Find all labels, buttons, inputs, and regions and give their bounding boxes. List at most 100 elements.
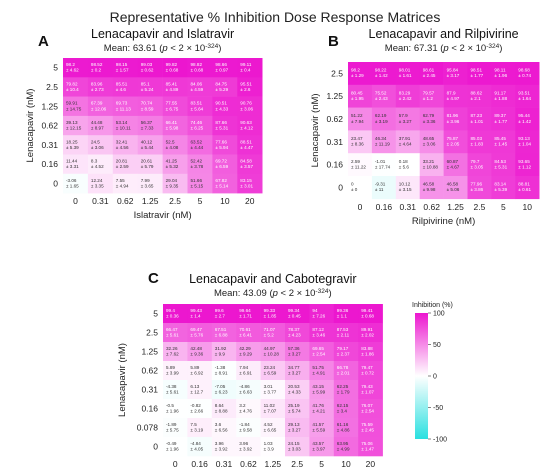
y-tick-label: 2.5 xyxy=(46,82,58,92)
cell-sd-label: ± 4.12 xyxy=(240,126,253,131)
cell-mean-label: 18.25 xyxy=(66,139,78,144)
cell-sd-label: ± 4.59 xyxy=(191,87,204,92)
heatmap-cell xyxy=(260,418,286,438)
cell-sd-label: ± 1.65 xyxy=(66,184,79,189)
cell-mean-label: 69.47 xyxy=(190,327,202,332)
cell-mean-label: 2.59 xyxy=(351,159,360,164)
cell-mean-label: 44.48 xyxy=(91,120,103,125)
cell-sd-label: ± 4.23 xyxy=(288,333,301,338)
heatmap-cell xyxy=(443,153,468,177)
cell-sd-label: ± 6.23 xyxy=(215,390,228,395)
x-tick-label: 10 xyxy=(523,202,533,212)
cell-mean-label: 61.16 xyxy=(337,422,349,427)
heatmap-cell xyxy=(212,173,238,194)
cell-sd-label: ± 17.74 xyxy=(375,164,391,169)
cell-sd-label: ± 3.15 xyxy=(399,187,412,192)
heatmap-cell xyxy=(333,304,359,324)
cell-mean-label: 95.44 xyxy=(518,113,530,118)
heatmap-cell xyxy=(212,154,238,175)
panel-title: Lenacapavir and Rilpivirine xyxy=(369,27,519,41)
heatmap-cell xyxy=(137,173,163,194)
y-tick-label: 0.16 xyxy=(326,160,343,170)
heatmap-cell xyxy=(309,380,335,400)
cell-sd-label: ± 1.01 xyxy=(471,119,484,124)
y-tick-label: 0.16 xyxy=(141,404,158,414)
cell-mean-label: 88.62 xyxy=(471,90,483,95)
cell-mean-label: -1.84 xyxy=(239,422,250,427)
cell-mean-label: 42.29 xyxy=(239,346,251,351)
cell-mean-label: 87.66 xyxy=(215,120,227,125)
heatmap-cell xyxy=(236,342,261,362)
cell-sd-label: ± 3.65 xyxy=(141,184,154,189)
cell-sd-label: ± 1.42 xyxy=(518,119,531,124)
cell-sd-label: ± 4.33 xyxy=(288,390,301,395)
cell-sd-label: ± 5.61 xyxy=(166,390,179,395)
cell-sd-label: ± 3.17 xyxy=(447,73,460,78)
cell-mean-label: 99.03 xyxy=(141,62,153,67)
x-tick-label: 2.5 xyxy=(169,196,181,206)
heatmap-cell xyxy=(419,107,444,131)
cell-sd-label: ± 9.35 xyxy=(166,184,179,189)
cell-mean-label: 37.91 xyxy=(399,136,411,141)
cell-sd-label: ± 5.31 xyxy=(215,126,228,131)
cell-sd-label: ± 1.4 xyxy=(190,314,201,319)
heatmap-cell xyxy=(236,399,261,419)
cell-sd-label: ± 1.42 xyxy=(375,73,388,78)
subtitle-close: ) xyxy=(328,288,331,299)
subtitle-p: p xyxy=(272,288,278,299)
heatmap-cell xyxy=(348,176,373,200)
heatmap-cell xyxy=(285,418,310,438)
x-tick-label: 2.5 xyxy=(291,459,303,469)
cell-sd-label: ± 10.28 xyxy=(264,352,280,357)
cell-sd-label: ± 5.32 xyxy=(166,164,179,169)
heatmap-cell xyxy=(358,418,383,438)
heatmap-cell xyxy=(309,399,335,419)
cell-sd-label: ± 6.75 xyxy=(166,106,179,111)
heatmap-cell xyxy=(212,58,238,78)
cell-sd-label: ± 3.97 xyxy=(312,447,325,452)
cell-mean-label: 75.59 xyxy=(361,422,373,427)
heatmap-cell xyxy=(348,84,373,108)
cell-sd-label: ± 12.06 xyxy=(91,106,107,111)
cell-sd-label: ± 4.99 xyxy=(337,447,350,452)
cell-mean-label: 98.51 xyxy=(471,68,483,73)
cell-mean-label: 91.17 xyxy=(494,90,506,95)
heatmap-cell xyxy=(162,96,188,117)
heatmap-cell xyxy=(237,58,263,78)
cell-mean-label: 93.51 xyxy=(518,90,530,95)
heatmap-cell xyxy=(162,173,188,194)
cell-mean-label: 84.06 xyxy=(191,81,203,86)
heatmap-cell xyxy=(285,380,310,400)
cell-sd-label: ± 1.83 xyxy=(471,142,484,147)
heatmap-cell xyxy=(211,380,237,400)
x-tick-label: 0.31 xyxy=(216,459,233,469)
cell-sd-label: ± 2.05 xyxy=(447,142,460,147)
heatmap-cell xyxy=(309,323,335,343)
heatmap-cell xyxy=(348,130,373,154)
heatmap-cell xyxy=(395,84,420,108)
x-tick-label: 1.25 xyxy=(447,202,464,212)
heatmap-cell xyxy=(467,153,492,177)
heatmap-cell xyxy=(87,173,114,194)
cell-sd-label: ± 1.64 xyxy=(518,96,531,101)
heatmap-cell xyxy=(515,62,540,86)
cell-sd-label: ± 8.91 xyxy=(215,371,228,376)
cell-sd-label: ± 1.47 xyxy=(361,447,374,452)
cell-mean-label: 60.87 xyxy=(447,159,459,164)
cell-sd-label: ± 3.27 xyxy=(288,371,301,376)
cell-mean-label: 71.07 xyxy=(264,327,276,332)
cell-sd-label: ± 4.62 xyxy=(66,68,79,73)
cell-sd-label: ± 3.78 xyxy=(191,164,204,169)
heatmap-cell xyxy=(63,58,89,78)
cell-sd-label: ± 3.06 xyxy=(91,145,104,150)
cell-mean-label: 66.47 xyxy=(166,327,178,332)
cell-mean-label: 83.14 xyxy=(494,182,506,187)
panel-C: C Lenacapavir and Cabotegravir Mean: 43.09… xyxy=(117,270,383,469)
panel-title: Lenacapavir and Cabotegravir xyxy=(189,272,356,286)
cell-mean-label: -7.05 xyxy=(215,384,226,389)
cell-sd-label: ± 4.56 xyxy=(116,145,129,150)
cell-mean-label: 43.57 xyxy=(312,441,324,446)
cell-mean-label: 42.48 xyxy=(190,346,202,351)
heatmap-cell xyxy=(371,107,397,131)
cell-mean-label: 31.92 xyxy=(215,346,227,351)
